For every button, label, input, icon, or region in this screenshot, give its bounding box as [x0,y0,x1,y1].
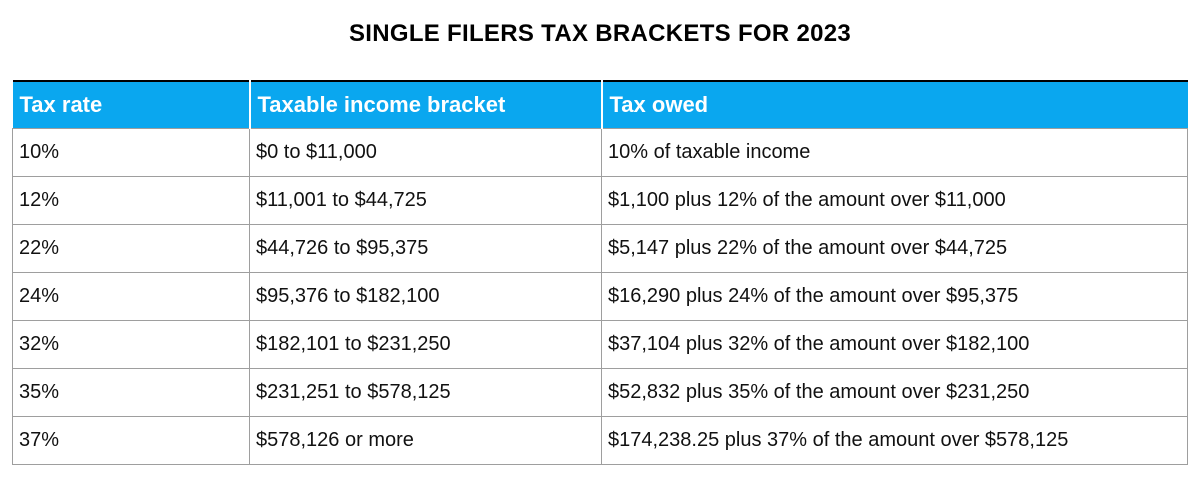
table-row: 37% $578,126 or more $174,238.25 plus 37% … [12,416,1188,465]
table-cell: 22% [12,224,250,273]
table-cell: $578,126 or more [249,416,602,465]
table-cell: $1,100 plus 12% of the amount over $11,0… [601,176,1188,225]
table-cell: 37% [12,416,250,465]
table-row: 12% $11,001 to $44,725 $1,100 plus 12% of … [12,176,1188,225]
table-header: Tax rate Taxable income bracket Tax owed [12,80,1188,129]
table-cell: 10% of taxable income [601,128,1188,177]
table-cell: 35% [12,368,250,417]
table-cell: $16,290 plus 24% of the amount over $95,… [601,272,1188,321]
table-row: 10% $0 to $11,000 10% of taxable income [12,128,1188,177]
column-header-taxable-income-bracket: Taxable income bracket [249,80,603,129]
table-cell: $174,238.25 plus 37% of the amount over … [601,416,1188,465]
table-cell: $37,104 plus 32% of the amount over $182… [601,320,1188,369]
table-cell: $44,726 to $95,375 [249,224,602,273]
table-cell: $231,251 to $578,125 [249,368,602,417]
table-cell: 10% [12,128,250,177]
table-cell: 32% [12,320,250,369]
table-cell: 12% [12,176,250,225]
table-row: 22% $44,726 to $95,375 $5,147 plus 22% of … [12,224,1188,273]
table-cell: $5,147 plus 22% of the amount over $44,7… [601,224,1188,273]
column-header-tax-owed: Tax owed [601,80,1188,129]
table-row: 35% $231,251 to $578,125 $52,832 plus 35% … [12,368,1188,417]
table-header-row: Tax rate Taxable income bracket Tax owed [12,80,1188,129]
table-cell: $11,001 to $44,725 [249,176,602,225]
page-title: SINGLE FILERS TAX BRACKETS FOR 2023 [348,20,852,47]
column-header-tax-rate: Tax rate [12,80,251,129]
table-cell: $0 to $11,000 [249,128,602,177]
table-row: 32% $182,101 to $231,250 $37,104 plus 32% … [12,320,1188,369]
table-row: 24% $95,376 to $182,100 $16,290 plus 24% o… [12,272,1188,321]
table-cell: $95,376 to $182,100 [249,272,602,321]
page: SINGLE FILERS TAX BRACKETS FOR 2023 Tax … [0,21,1200,483]
table-cell: 24% [12,272,250,321]
table-cell: $52,832 plus 35% of the amount over $231… [601,368,1188,417]
table-cell: $182,101 to $231,250 [249,320,602,369]
tax-brackets-table: Tax rate Taxable income bracket Tax owed… [12,80,1188,465]
table-body: 10% $0 to $11,000 10% of taxable income 12%… [12,128,1188,465]
